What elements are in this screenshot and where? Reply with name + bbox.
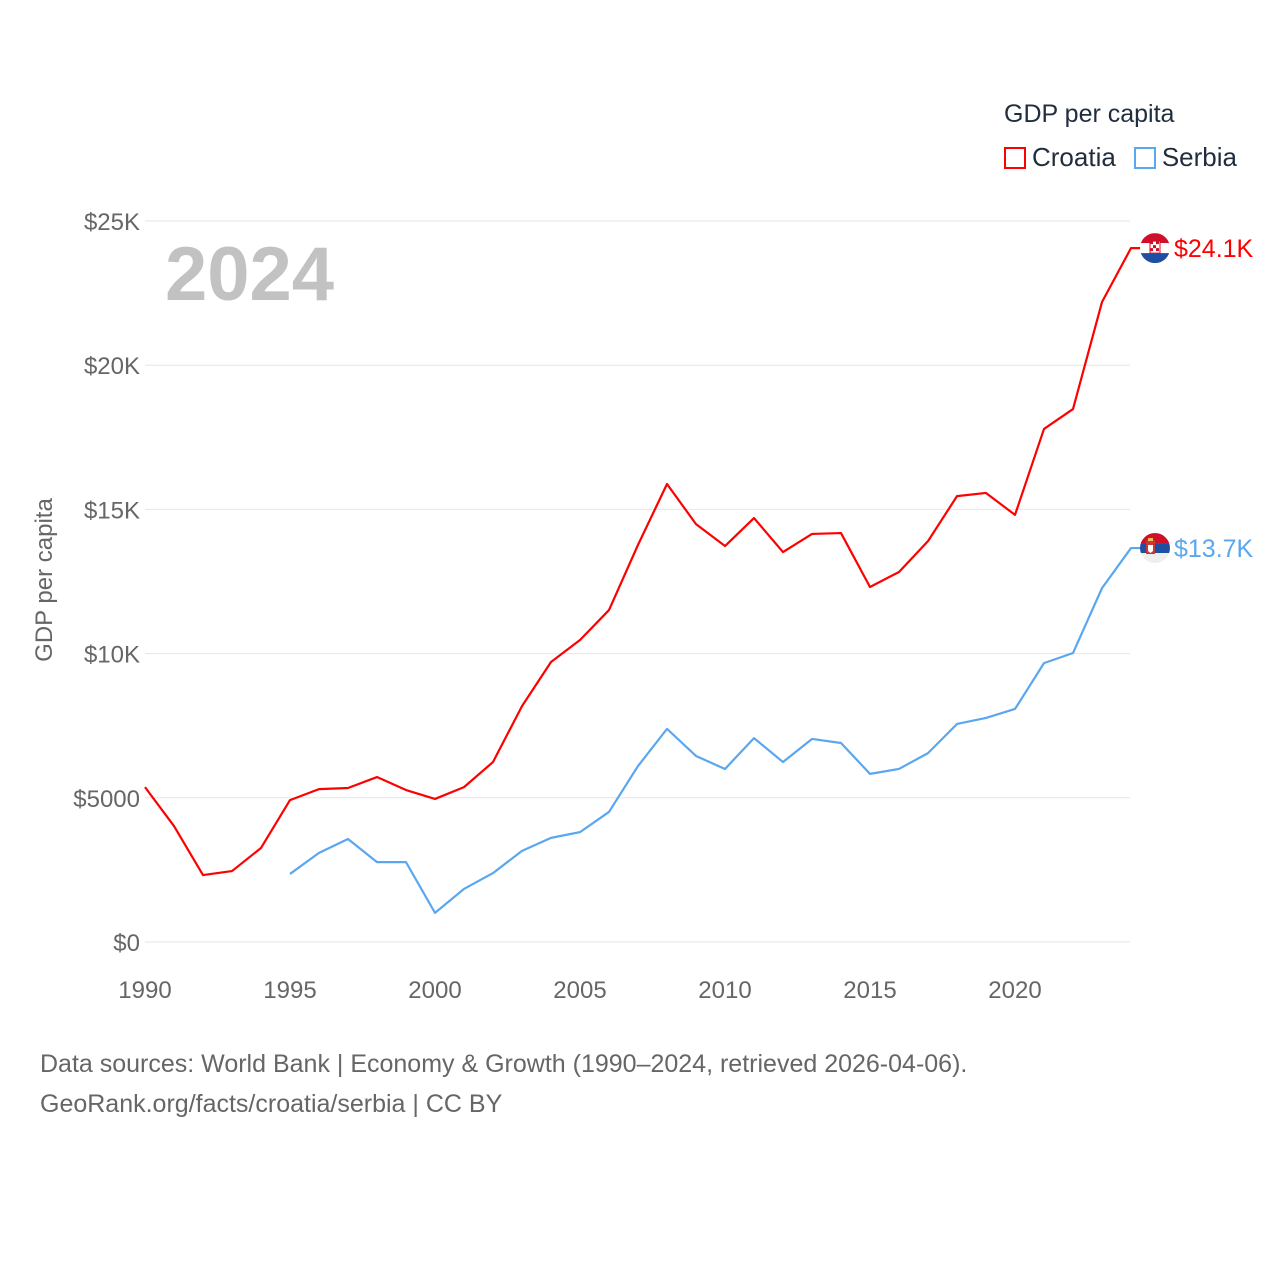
source-line-1: Data sources: World Bank | Economy & Gro… (40, 1050, 968, 1078)
source-note: Data sources: World Bank | Economy & Gro… (40, 1044, 967, 1124)
series-line-serbia (289, 546, 1141, 914)
x-tick-label: 2010 (698, 977, 751, 1004)
y-tick-label: $10K (84, 642, 140, 669)
y-tick-label: $15K (84, 497, 140, 524)
legend-item-serbia[interactable]: Serbia (1133, 142, 1237, 173)
year-watermark: 2024 (165, 232, 334, 317)
source-line-2[interactable]: GeoRank.org/facts/croatia/serbia | CC BY (40, 1090, 503, 1118)
legend-swatch-serbia (1133, 146, 1156, 169)
x-tick-label: 1995 (263, 977, 316, 1004)
legend-label-croatia: Croatia (1032, 142, 1116, 172)
legend-title: GDP per capita (1004, 100, 1175, 128)
x-tick-label: 2000 (408, 977, 461, 1004)
croatia-flag-icon (1140, 233, 1170, 264)
y-axis-label: GDP per capita (31, 498, 58, 662)
y-tick-label: $0 (113, 930, 140, 957)
end-label-croatia: $24.1K (1174, 235, 1254, 263)
legend-swatch-croatia (1004, 146, 1026, 169)
y-tick-label: $5000 (73, 786, 140, 813)
legend: Croatia Serbia (1004, 142, 1237, 173)
y-tick-label: $25K (84, 209, 140, 236)
x-tick-label: 1990 (118, 977, 171, 1004)
serbia-flag-icon (1140, 533, 1170, 564)
end-label-serbia: $13.7K (1174, 535, 1254, 563)
y-tick-label: $20K (84, 353, 140, 380)
series-line-croatia (144, 247, 1141, 877)
legend-item-croatia[interactable]: Croatia (1004, 142, 1116, 173)
x-tick-label: 2005 (553, 977, 606, 1004)
x-tick-label: 2015 (843, 977, 896, 1004)
x-tick-label: 2020 (988, 977, 1041, 1004)
legend-label-serbia: Serbia (1161, 142, 1237, 172)
